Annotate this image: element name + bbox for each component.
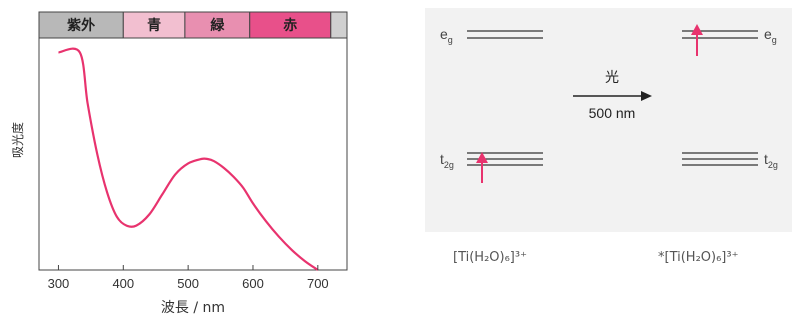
eg-main-text: e: [440, 26, 448, 42]
excited-state-formula: *[Ti(H₂O)₆]³⁺: [658, 250, 738, 265]
absorbance-curve: [58, 47, 319, 271]
x-tick-label-700: 700: [307, 276, 329, 291]
excitation-arrow-icon: [573, 91, 652, 101]
t2g-main-text-2: t: [764, 151, 768, 167]
eg-sub-text-2: g: [772, 35, 777, 45]
color-band-label-2: 緑: [210, 17, 225, 34]
absorption-spectrum-chart: 紫外 青 緑 赤 300 400 500 600 700 吸光度 波長 / nm: [10, 11, 348, 316]
excited-t2g-label: t2g: [764, 151, 778, 170]
color-band-label-0: 紫外: [67, 17, 95, 34]
color-band-label-3: 赤: [283, 18, 297, 34]
light-label: 光: [605, 69, 619, 85]
excited-eg-label: eg: [764, 26, 777, 45]
x-axis-ticks: 300 400 500 600 700: [48, 265, 329, 291]
t2g-sub-text-2: 2g: [768, 160, 778, 170]
color-band-1: [122, 11, 186, 39]
x-axis-label: 波長 / nm: [161, 300, 225, 316]
y-axis-label-text: 吸光度: [10, 122, 25, 158]
color-band-strip: 紫外 青 緑 赤: [38, 11, 348, 39]
ground-t2g-label: t2g: [440, 151, 454, 170]
t2g-main-text: t: [440, 151, 444, 167]
x-tick-label-600: 600: [242, 276, 264, 291]
color-band-label-1: 青: [147, 17, 161, 34]
ground-eg-levels: [467, 30, 543, 39]
eg-sub-text: g: [448, 35, 453, 45]
excited-electron-up-arrow-icon: [691, 24, 703, 56]
t2g-sub-text: 2g: [444, 160, 454, 170]
energy-level-diagram: eg t2g 光 500 nm eg: [425, 8, 792, 232]
plot-frame: [38, 11, 348, 271]
ground-electron-up-arrow-icon: [476, 152, 488, 183]
ground-state-formula: [Ti(H₂O)₆]³⁺: [453, 250, 527, 265]
diagram-background: [425, 8, 792, 232]
x-tick-label-500: 500: [177, 276, 199, 291]
x-tick-label-300: 300: [48, 276, 70, 291]
y-axis-label: 吸光度: [10, 122, 25, 158]
eg-main-text-2: e: [764, 26, 772, 42]
excited-t2g-levels: [682, 152, 758, 166]
color-band-4: [330, 11, 348, 39]
x-tick-label-400: 400: [112, 276, 134, 291]
ground-eg-label: eg: [440, 26, 453, 45]
wavelength-label: 500 nm: [589, 105, 636, 121]
